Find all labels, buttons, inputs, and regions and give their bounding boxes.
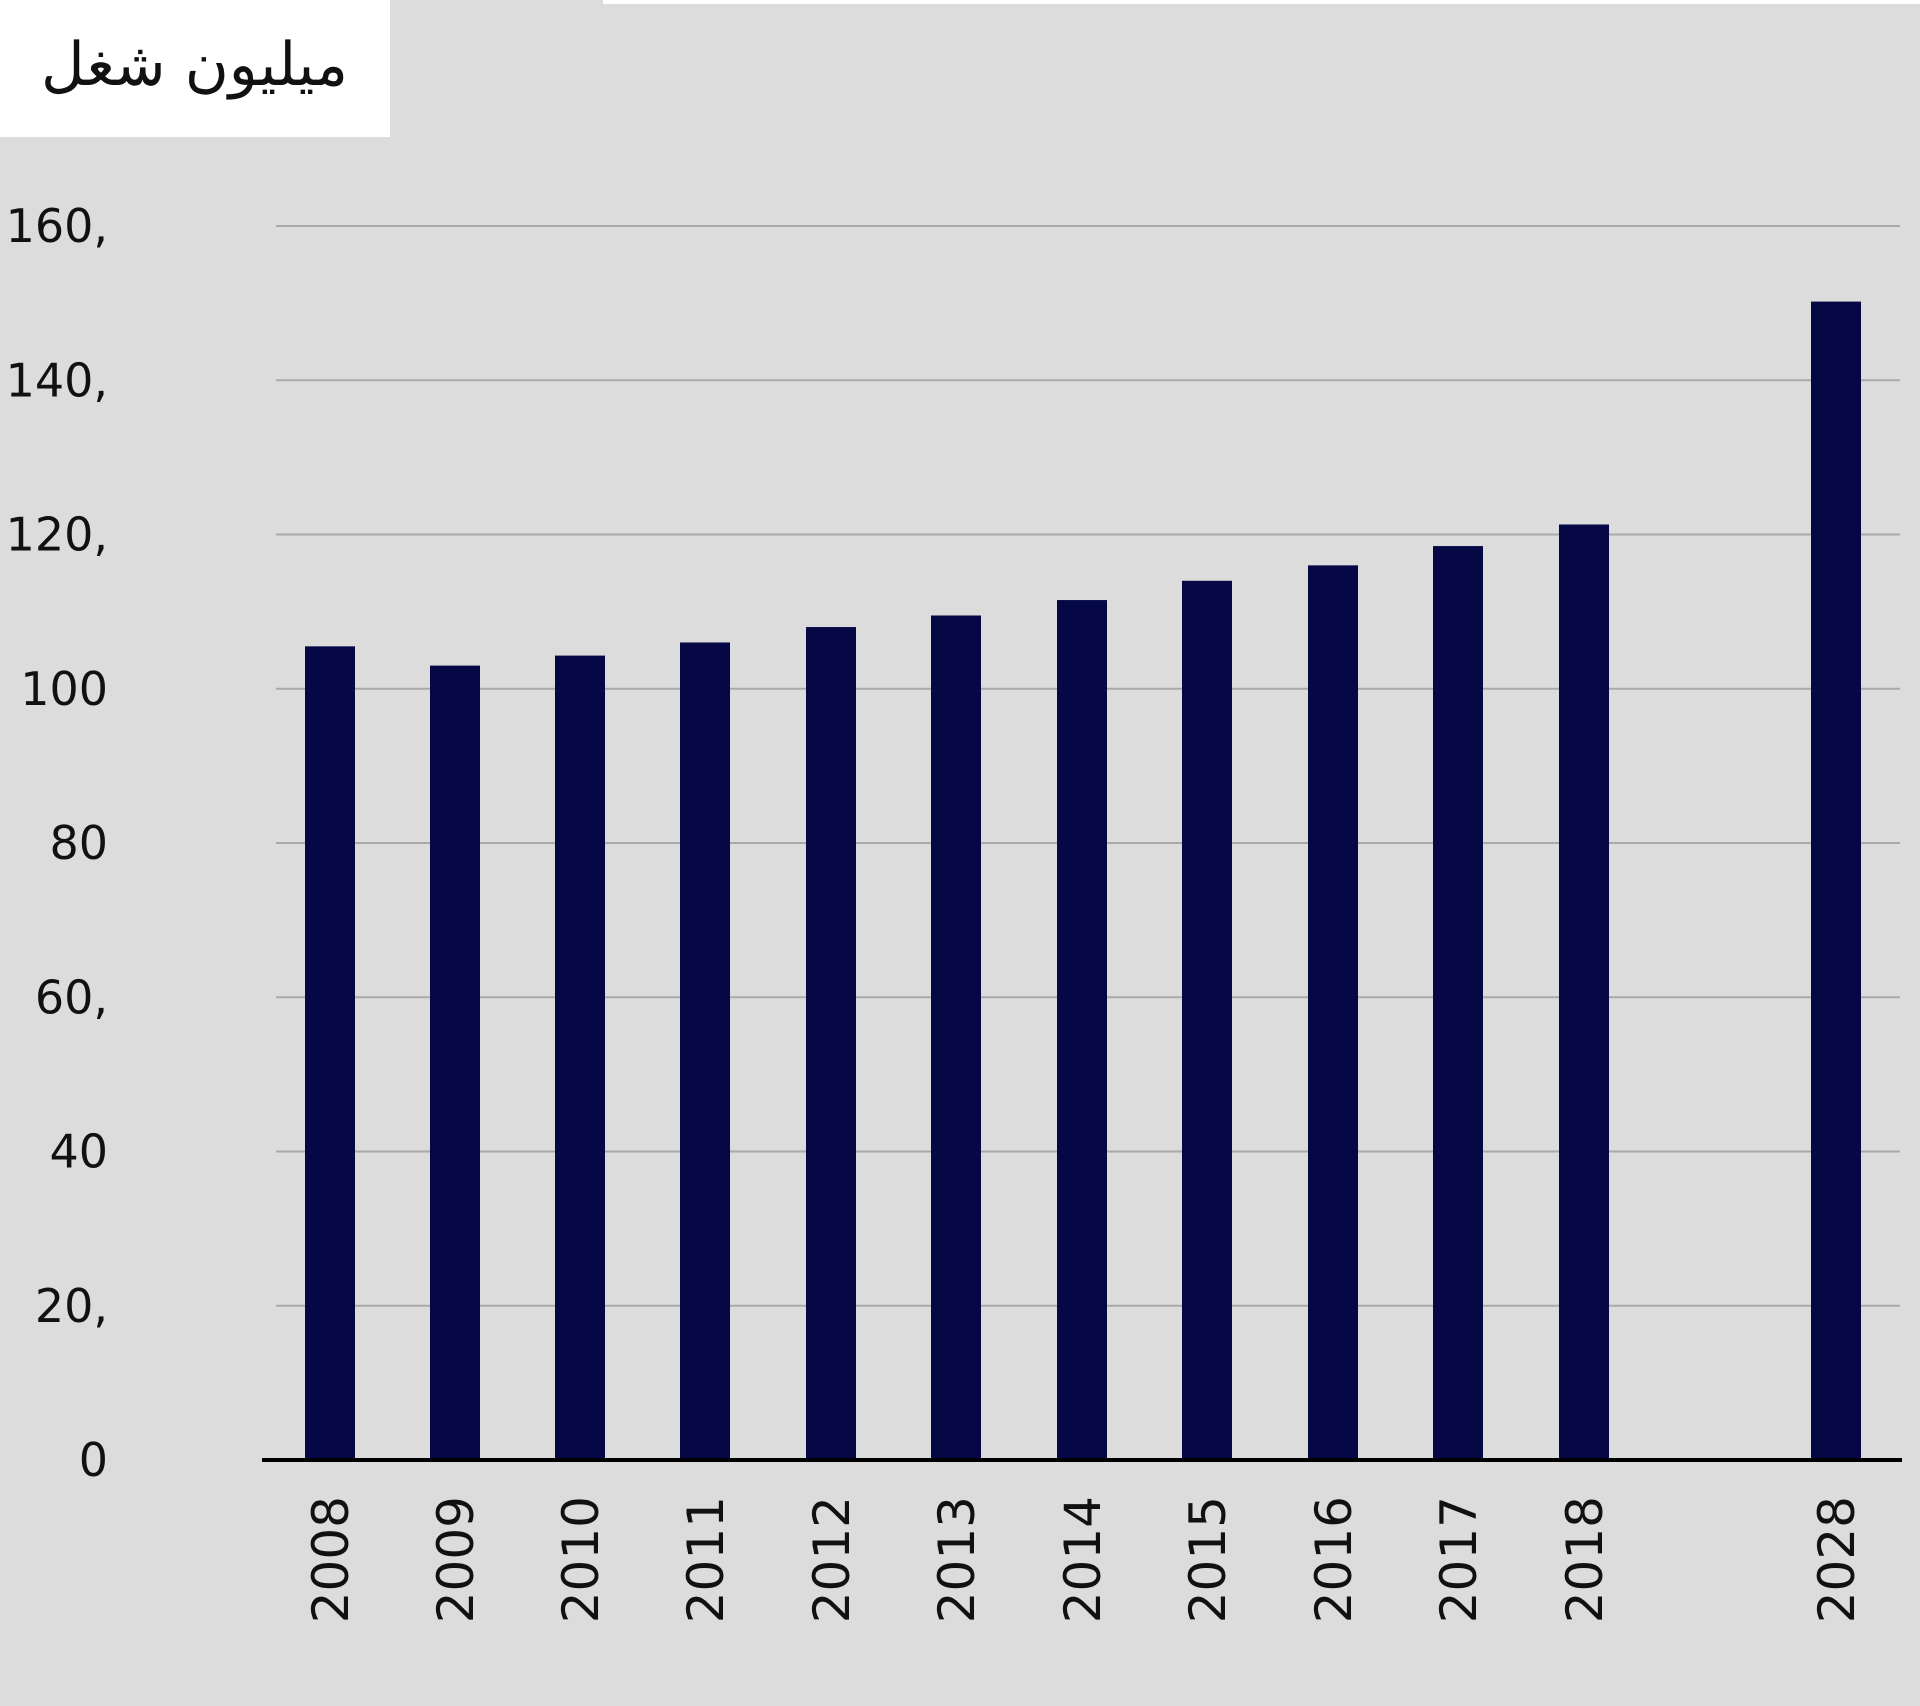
x-tick-label-2008: 2008 xyxy=(302,1496,360,1623)
bar-2013 xyxy=(931,615,981,1460)
y-tick-label-80: 80 xyxy=(49,816,108,870)
top-white-strip xyxy=(603,0,1920,4)
x-tick-label-2028: 2028 xyxy=(1808,1496,1866,1623)
x-tick-label-2014: 2014 xyxy=(1054,1496,1112,1623)
x-tick-label-2009: 2009 xyxy=(427,1496,485,1623)
bar-2012 xyxy=(806,627,856,1460)
bar-2008 xyxy=(305,646,355,1460)
x-tick-label-2017: 2017 xyxy=(1430,1496,1488,1623)
bar-2028 xyxy=(1811,301,1861,1460)
x-tick-label-2016: 2016 xyxy=(1305,1496,1363,1623)
y-tick-label-20: 20, xyxy=(35,1279,108,1333)
bar-2009 xyxy=(430,665,480,1460)
bar-2018 xyxy=(1559,524,1609,1460)
bar-2011 xyxy=(680,642,730,1460)
x-tick-label-2012: 2012 xyxy=(803,1496,861,1623)
y-tick-label-100: 100 xyxy=(20,662,108,716)
y-tick-label-40: 40 xyxy=(49,1125,108,1179)
x-tick-label-2015: 2015 xyxy=(1179,1496,1237,1623)
bar-2015 xyxy=(1182,580,1232,1460)
y-tick-label-120: 120, xyxy=(6,508,108,562)
x-tick-label-2013: 2013 xyxy=(928,1496,986,1623)
x-tick-label-2011: 2011 xyxy=(677,1496,735,1623)
y-tick-label-160: 160, xyxy=(6,199,108,253)
bar-2016 xyxy=(1308,565,1358,1460)
chart-title-box: میلیون شغل xyxy=(0,0,390,137)
bar-2017 xyxy=(1433,546,1483,1460)
bar-2010 xyxy=(555,655,605,1460)
x-tick-label-2010: 2010 xyxy=(552,1496,610,1623)
bar-2014 xyxy=(1057,600,1107,1460)
y-tick-label-140: 140, xyxy=(6,353,108,407)
x-tick-label-2018: 2018 xyxy=(1556,1496,1614,1623)
y-tick-label-0: 0 xyxy=(79,1433,108,1487)
chart-title: میلیون شغل xyxy=(40,30,348,100)
y-tick-label-60: 60, xyxy=(35,970,108,1024)
